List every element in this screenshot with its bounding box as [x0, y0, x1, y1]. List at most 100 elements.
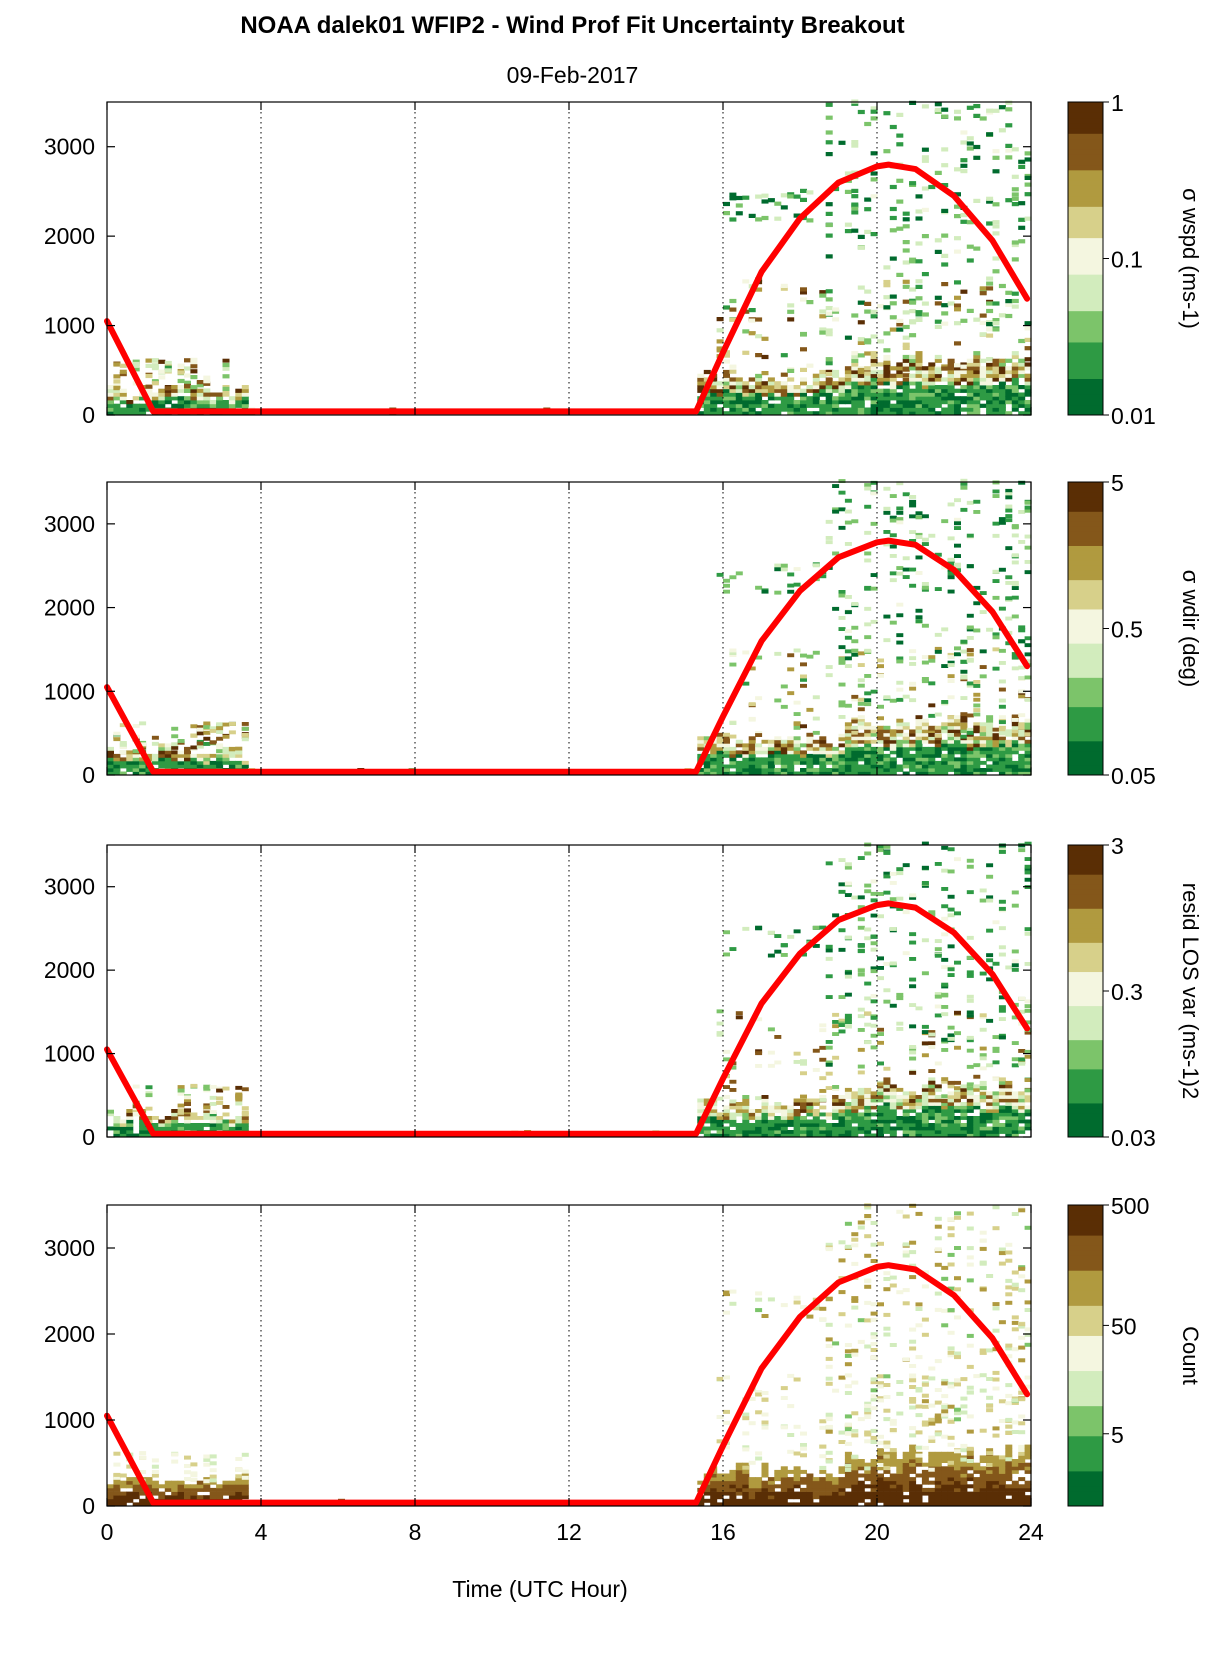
heatmap-cell: [748, 1480, 756, 1485]
heatmap-cell: [767, 1487, 775, 1492]
heatmap-cell: [877, 1123, 884, 1127]
heatmap-cell: [767, 1297, 775, 1302]
heatmap-cell: [857, 949, 865, 954]
heatmap-cell: [145, 1133, 153, 1138]
heatmap-cell: [1024, 321, 1032, 326]
heatmap-cell: [857, 1028, 865, 1032]
heatmap-cell: [825, 1045, 833, 1050]
heatmap-cell: [909, 1405, 917, 1410]
heatmap-cell: [928, 1451, 936, 1456]
heatmap-cell: [800, 367, 807, 372]
heatmap-cell: [864, 757, 872, 762]
heatmap-cell: [832, 373, 840, 378]
heatmap-cell: [742, 1480, 750, 1485]
heatmap-cell: [755, 1491, 763, 1496]
heatmap-cell: [844, 750, 852, 755]
heatmap-cell: [216, 1123, 224, 1127]
heatmap-cell: [889, 554, 897, 558]
heatmap-cell: [222, 746, 230, 751]
heatmap-cell: [844, 1126, 852, 1131]
heatmap-cell: [703, 1491, 711, 1496]
heatmap-cell: [896, 687, 904, 692]
heatmap-cell: [209, 1112, 217, 1117]
heatmap-cell: [774, 739, 782, 744]
heatmap-cell: [825, 1133, 833, 1138]
heatmap-cell: [941, 392, 949, 397]
heatmap-cell: [844, 992, 852, 997]
heatmap-cell: [748, 1397, 756, 1401]
heatmap-cell: [1024, 1020, 1032, 1025]
heatmap-cell: [934, 771, 942, 776]
heatmap-cell: [889, 698, 897, 703]
heatmap-cell: [767, 760, 775, 765]
heatmap-cell: [164, 392, 172, 397]
heatmap-cell: [960, 639, 968, 644]
heatmap-cell: [729, 1119, 737, 1124]
heatmap-cell: [787, 1130, 795, 1134]
heatmap-cell: [800, 1495, 807, 1500]
heatmap-cell: [235, 1467, 243, 1472]
heatmap-cell: [857, 411, 865, 416]
heatmap-cell: [190, 1112, 198, 1117]
heatmap-cell: [113, 1487, 121, 1492]
heatmap-cell: [780, 1386, 788, 1391]
heatmap-cell: [928, 1403, 936, 1408]
y-tick-label: 0: [82, 762, 95, 788]
heatmap-cell: [716, 328, 724, 333]
heatmap-cell: [902, 1091, 910, 1096]
heatmap-cell: [838, 1102, 846, 1106]
heatmap-cell: [703, 1116, 711, 1120]
heatmap-cell: [1011, 187, 1019, 192]
heatmap-cell: [883, 1271, 891, 1276]
heatmap-cell: [164, 1484, 172, 1489]
heatmap-cell: [902, 575, 910, 579]
heatmap-cell: [915, 1098, 923, 1103]
heatmap-cell: [896, 226, 904, 231]
heatmap-cell: [139, 407, 147, 412]
heatmap-cell: [735, 211, 743, 216]
heatmap-cell: [742, 760, 750, 765]
heatmap-cell: [889, 294, 897, 299]
heatmap-cell: [902, 1105, 910, 1110]
heatmap-cell: [825, 211, 833, 216]
heatmap-cell: [171, 734, 179, 739]
heatmap-cell: [992, 1119, 1000, 1124]
heatmap-cell: [838, 1477, 846, 1482]
heatmap-cell: [819, 309, 827, 314]
heatmap-cell: [697, 1102, 705, 1106]
heatmap-cell: [883, 1123, 891, 1127]
heatmap-cell: [941, 845, 949, 850]
heatmap-cell: [979, 665, 987, 669]
heatmap-cell: [902, 1242, 910, 1247]
heatmap-cell: [947, 1098, 955, 1103]
heatmap-cell: [838, 995, 846, 999]
heatmap-cell: [710, 392, 718, 397]
heatmap-cell: [119, 372, 127, 377]
heatmap-cell: [825, 768, 833, 772]
heatmap-cell: [703, 392, 711, 397]
heatmap-cell: [864, 635, 872, 640]
heatmap-cell: [1011, 403, 1019, 408]
heatmap-cell: [947, 1262, 955, 1267]
heatmap-cell: [235, 1085, 243, 1090]
heatmap-cell: [838, 715, 846, 719]
heatmap-cell: [844, 1102, 852, 1106]
heatmap-cell: [216, 1126, 224, 1131]
heatmap-cell: [973, 736, 981, 741]
heatmap-cell: [973, 725, 981, 730]
heatmap-cell: [857, 1417, 865, 1422]
heatmap-cell: [857, 392, 865, 397]
heatmap-cell: [857, 337, 865, 342]
heatmap-cell: [954, 381, 961, 386]
heatmap-cell: [889, 1275, 897, 1280]
heatmap-cell: [812, 1098, 820, 1103]
heatmap-cell: [883, 388, 891, 393]
colorbar-segment: [1068, 565, 1103, 571]
heatmap-cell: [767, 407, 775, 412]
heatmap-cell: [1018, 396, 1026, 401]
heatmap-cell: [780, 403, 788, 408]
heatmap-cell: [844, 725, 852, 730]
heatmap-cell: [915, 1119, 923, 1124]
heatmap-cell: [171, 1119, 179, 1124]
heatmap-cell: [870, 1397, 878, 1402]
